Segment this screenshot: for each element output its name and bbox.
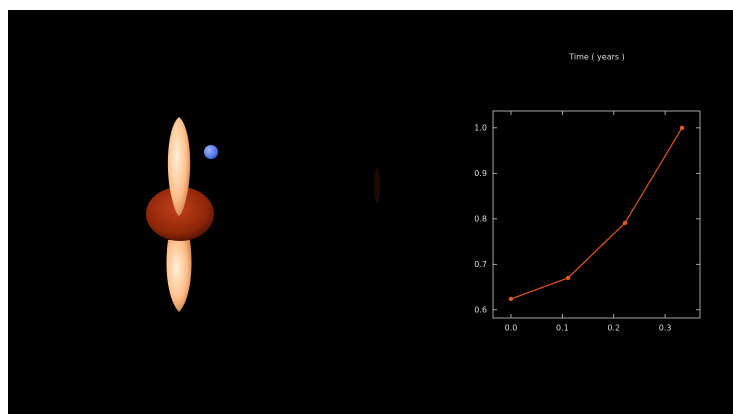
point	[680, 126, 684, 130]
x-tick-label: 0.2	[607, 324, 620, 333]
y-tick-label: 0.8	[474, 214, 487, 223]
x-tick-label: 0.3	[659, 324, 672, 333]
smudge	[374, 168, 380, 202]
point	[509, 297, 513, 301]
y-tick-label: 0.6	[474, 305, 487, 314]
chart-title: Time ( years )	[568, 53, 624, 62]
point	[623, 221, 627, 225]
y-tick-label: 0.9	[474, 169, 487, 178]
point	[566, 276, 570, 280]
viewport	[8, 10, 733, 414]
y-tick-label: 0.7	[474, 260, 487, 269]
y-tick-label: 1.0	[474, 123, 487, 132]
x-tick-label: 0.1	[556, 324, 569, 333]
sphere	[204, 145, 218, 159]
screen: Time ( years ) 0.6 0.7 0.8 0.9 1.0 0.0 0.1 0.2 0…	[0, 0, 733, 414]
x-tick-label: 0.0	[505, 324, 518, 333]
